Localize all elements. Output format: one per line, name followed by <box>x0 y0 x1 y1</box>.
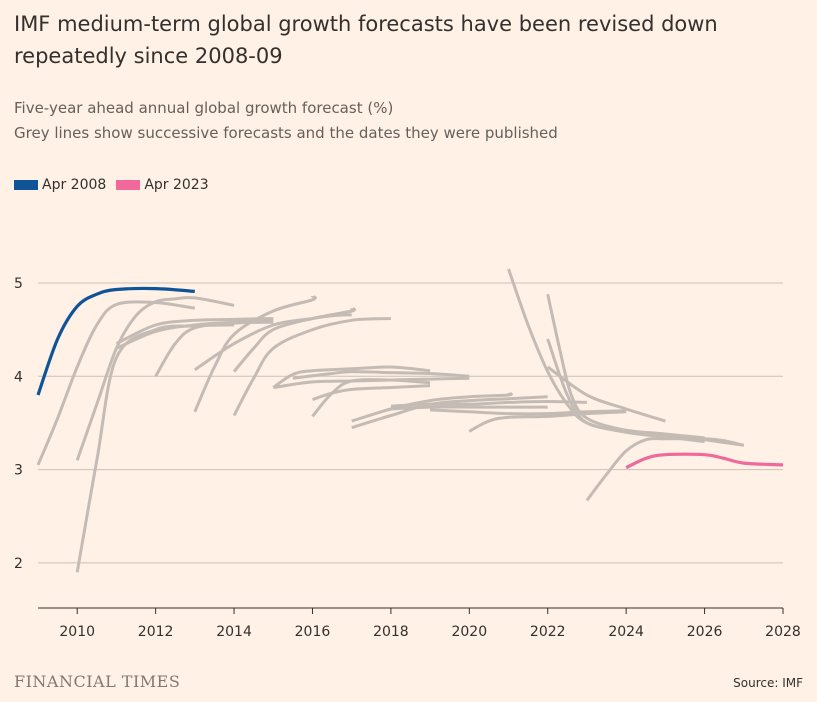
chart-subtitle: Five-year ahead annual global growth for… <box>14 96 774 146</box>
y-tick-label: 4 <box>14 369 23 385</box>
legend-swatch <box>14 180 38 190</box>
forecast-line-grey <box>351 395 548 430</box>
forecast-line-grey <box>154 320 274 378</box>
forecast-line-grey <box>292 370 470 380</box>
forecast-line-grey <box>546 365 666 423</box>
legend-item: Apr 2008 <box>14 177 106 193</box>
forecast-line-grey <box>75 323 235 573</box>
forecast-line-grey <box>351 391 513 423</box>
y-tick-label: 3 <box>14 463 23 479</box>
forecast-line-grey <box>390 400 587 408</box>
forecast-line-grey <box>273 376 470 389</box>
x-tick-label: 2016 <box>295 624 331 640</box>
x-tick-label: 2024 <box>608 624 644 640</box>
forecast-line-grey <box>193 294 317 413</box>
x-tick-label: 2012 <box>138 624 174 640</box>
forecast-line-grey <box>75 295 235 461</box>
forecast-line-grey <box>468 410 627 433</box>
x-tick-label: 2026 <box>687 624 723 640</box>
x-tick-label: 2028 <box>765 624 801 640</box>
forecast-line-apr-2008 <box>36 286 195 396</box>
x-tick-label: 2010 <box>59 624 95 640</box>
legend-swatch <box>116 180 141 190</box>
x-tick-label: 2014 <box>216 624 252 640</box>
chart-title: IMF medium-term global growth forecasts … <box>14 12 718 68</box>
x-tick-label: 2022 <box>530 624 566 640</box>
forecast-line-grey <box>272 365 431 389</box>
forecast-line-grey <box>507 268 705 444</box>
forecast-line-grey <box>232 317 391 417</box>
y-tick-label: 5 <box>14 276 23 292</box>
forecast-line-grey <box>312 384 431 402</box>
legend-label: Apr 2023 <box>144 177 209 193</box>
legend-label: Apr 2008 <box>42 177 107 193</box>
forecast-line-grey <box>390 405 548 411</box>
source-note: Source: IMF <box>733 676 803 690</box>
forecast-line-grey <box>546 338 745 447</box>
forecast-line-grey <box>430 408 627 416</box>
legend-item: Apr 2023 <box>116 177 209 193</box>
forecast-line-grey <box>115 317 274 345</box>
forecast-line-apr-2023 <box>625 452 784 470</box>
forecast-line-grey <box>232 306 357 373</box>
forecast-line-grey <box>546 293 705 440</box>
subtitle-line-1: Five-year ahead annual global growth for… <box>14 99 394 117</box>
chart-legend: Apr 2008 Apr 2023 <box>14 177 209 193</box>
y-tick-label: 2 <box>14 556 23 572</box>
forecast-line-grey <box>585 437 745 502</box>
subtitle-line-2: Grey lines show successive forecasts and… <box>14 124 558 142</box>
x-tick-label: 2018 <box>373 624 409 640</box>
brand-logo: FINANCIAL TIMES <box>14 672 181 691</box>
x-tick-label: 2020 <box>451 624 487 640</box>
